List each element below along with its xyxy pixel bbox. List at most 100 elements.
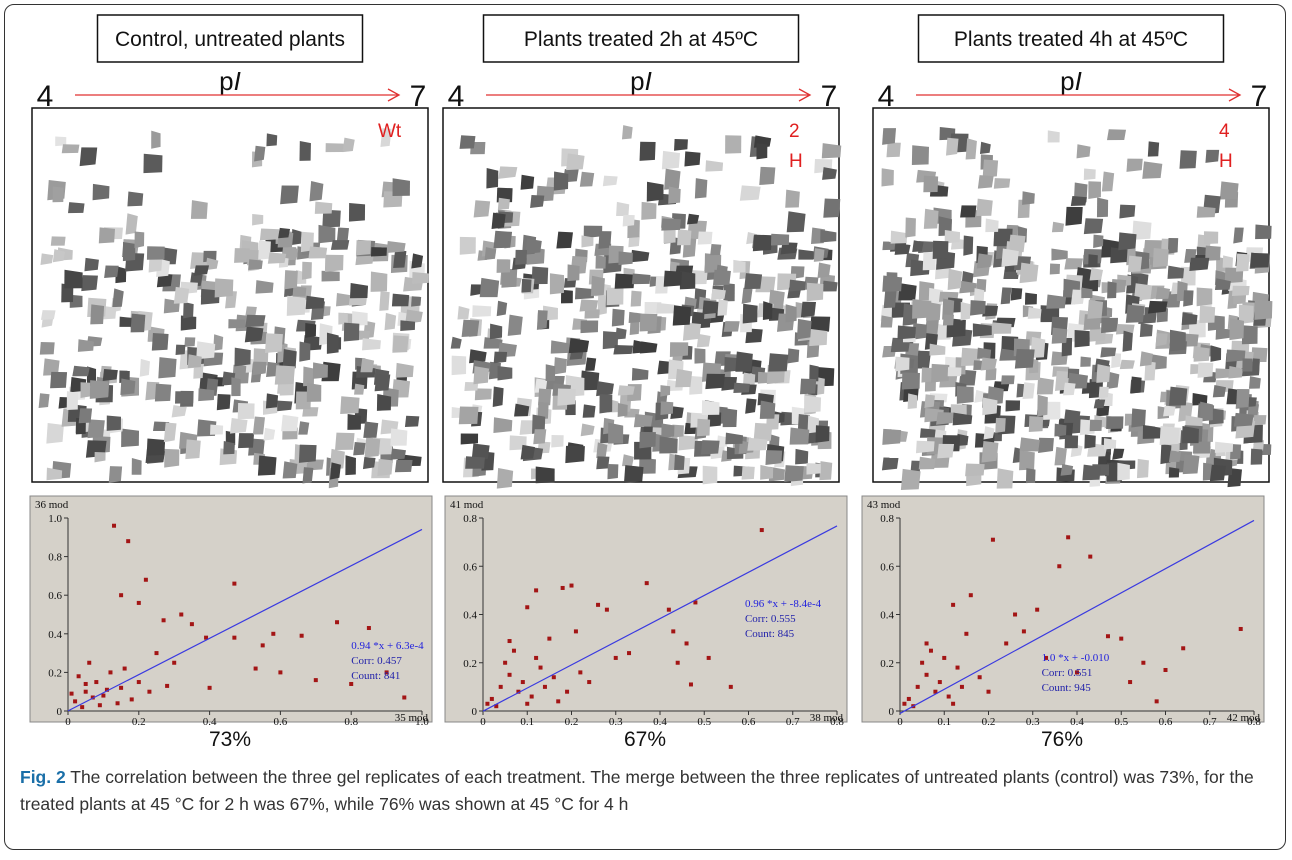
scatter-point [126,539,130,543]
gel-spot [330,462,341,479]
scatter-point [490,697,494,701]
gel-spot [1088,254,1098,267]
gel-spot [143,154,162,173]
gel-spot [1197,288,1213,307]
scatter-point [349,682,353,686]
scatter-point [596,603,600,607]
gel-spot [252,362,266,376]
scatter-point [261,643,265,647]
scatter-point [969,593,973,597]
scatter-point [254,667,258,671]
gel-spot [556,232,573,249]
gel-spot [1156,287,1170,299]
fit-annotation: Corr: 0.551 [1042,667,1093,679]
scatter-point [916,685,920,689]
pi-label: pI [1060,66,1082,96]
gel-spot [735,352,753,372]
scatter-point [685,641,689,645]
gel-spot [354,384,364,395]
pi-label: pI [630,66,652,96]
gel-spot [147,246,165,259]
gel-spot [936,412,954,425]
scatter-point [508,639,512,643]
scatter-point [101,694,105,698]
gel-spot [254,146,265,162]
gel-spot [981,441,998,463]
scatter-point [614,656,618,660]
scatter-point [77,674,81,678]
gel-spot [126,213,138,234]
scatter-point [547,637,551,641]
scatter-point [543,685,547,689]
gel-spot [1084,218,1103,234]
gel-spot [238,433,254,448]
gel-spot [1148,301,1168,314]
scatter-point [123,667,127,671]
gel-spot [565,446,585,463]
scatter-point [1128,680,1132,684]
gel-spot [705,374,725,389]
x-tick-label: 0.7 [1203,716,1217,728]
gel-spot [281,415,298,432]
gel-spot [817,262,830,278]
gel-spot [99,227,115,243]
gel-spot [278,228,290,238]
x-tick-label: 0.4 [653,716,667,728]
gel-spot [521,445,535,460]
scatter-point [525,702,529,706]
gel-spot [132,458,142,475]
gel-spot [931,364,949,383]
gel-spot [326,143,344,152]
gel-spot [309,181,323,201]
gel-spot [1063,383,1076,396]
gel-spot [771,234,789,246]
gel-spot [480,278,499,297]
gel-spot [1199,306,1215,323]
gel-spot [608,423,623,444]
gel-spot [1107,129,1126,140]
scatter-point [1066,535,1070,539]
scatter-point [1057,564,1061,568]
gel-spot [72,366,89,377]
gel-spot [674,139,688,151]
scatter-point [137,680,141,684]
gel-spot [607,464,618,479]
gel-spot [313,362,328,378]
gel-spot [785,190,800,208]
gel-spot [784,465,804,482]
gel-spot [1220,181,1239,199]
gel-spot [1117,463,1130,481]
gel-spot [1189,258,1209,271]
scatter-point [565,690,569,694]
gel-spot [660,401,673,415]
gel-spot [217,394,231,410]
gel-spot [497,259,511,273]
gel-spot [640,142,656,161]
gel-spot [1084,434,1095,448]
gel-spot [84,258,99,271]
scatter-point [605,608,609,612]
gel-spot [234,248,250,263]
gel-spot [957,386,974,404]
scatter-point [645,581,649,585]
gel-spot [664,271,682,287]
gel-spot [1168,238,1178,254]
gel-spot [460,135,476,149]
gel-spot [1249,376,1261,389]
gel-spot [1106,416,1123,429]
y-axis-label: 43 mod [867,499,901,511]
gel-spot [695,178,707,198]
gel-spot [1080,357,1091,367]
gel-spot [151,131,160,149]
gel-spot [79,408,92,423]
gel-spot [331,240,349,250]
scatter-point [130,697,134,701]
scatter-point [534,656,538,660]
gel-spot [976,199,993,216]
gel-spot [823,198,840,217]
gel-spot [1020,263,1039,283]
gel-spot [677,229,691,245]
gel-spot [515,250,527,265]
gel-spot [695,348,706,364]
figure: Control, untreated plantspI47Wt73%Plants… [0,0,1292,760]
